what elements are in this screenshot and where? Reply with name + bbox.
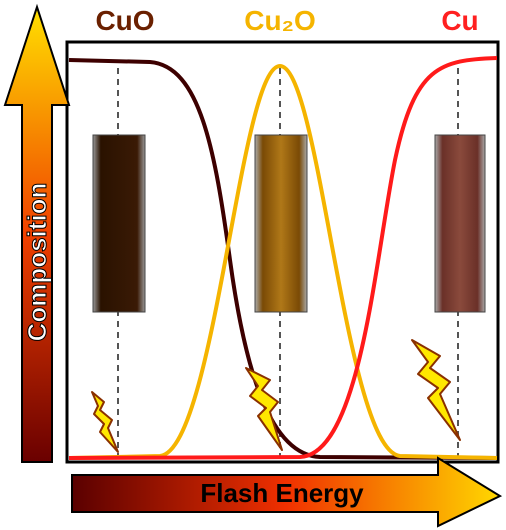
y-arrow [3,3,71,463]
cuo-sample [92,134,146,313]
cu-curve [68,56,498,460]
cuo-label: CuO [95,5,154,36]
lightning-bolts [91,339,461,453]
cu-sample [434,134,486,313]
x-arrow [71,456,503,528]
cu-label: Cu [441,5,478,36]
cuo-curve [68,58,498,460]
y-axis-label: Composition [22,183,52,342]
cu2o-curve [68,63,498,460]
x-axis-label: Flash Energy [200,478,364,508]
cu2o-sample [254,134,308,313]
cu2o-label: Cu₂O [244,5,316,36]
